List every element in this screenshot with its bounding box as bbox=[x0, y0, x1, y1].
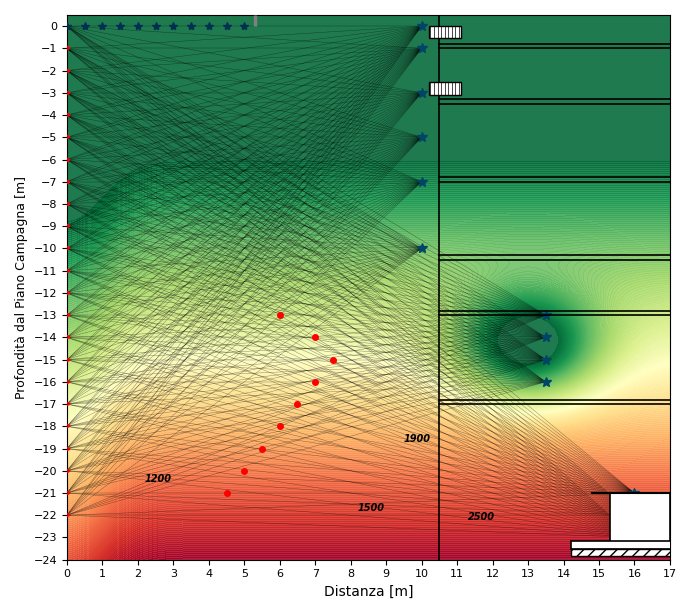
Bar bbox=[610, 493, 670, 542]
Bar bbox=[429, 26, 461, 38]
Bar bbox=[571, 541, 692, 548]
X-axis label: Distanza [m]: Distanza [m] bbox=[324, 585, 413, 599]
Text: 1500: 1500 bbox=[358, 503, 385, 513]
Y-axis label: Profondità dal Piano Campagna [m]: Profondità dal Piano Campagna [m] bbox=[15, 176, 28, 399]
Text: 2500: 2500 bbox=[468, 511, 495, 522]
Text: 1900: 1900 bbox=[404, 434, 431, 444]
Bar bbox=[429, 82, 461, 95]
Text: 1200: 1200 bbox=[145, 474, 172, 484]
Bar bbox=[571, 548, 692, 556]
